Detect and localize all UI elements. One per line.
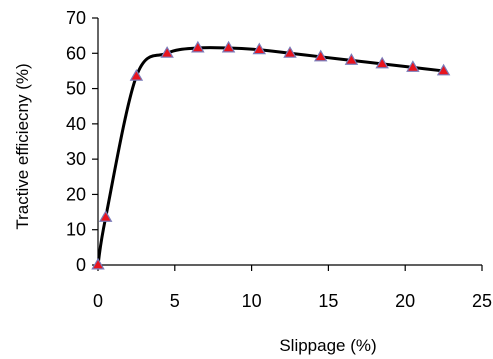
x-axis-title: Slippage (%)	[279, 336, 376, 355]
x-tick-label: 25	[472, 291, 492, 311]
y-tick-label: 20	[66, 184, 86, 204]
data-point-marker	[283, 46, 297, 58]
data-point-marker	[436, 63, 451, 76]
data-point-marker	[91, 257, 105, 270]
y-tick-label: 60	[66, 43, 86, 63]
data-markers	[91, 40, 451, 270]
x-tick-label: 20	[395, 291, 415, 311]
data-point-marker	[313, 49, 328, 62]
data-point-marker	[160, 46, 174, 58]
data-point-marker	[98, 210, 113, 222]
efficiency-curve	[96, 46, 444, 266]
data-point-marker	[129, 69, 144, 81]
x-tick-label: 0	[93, 291, 103, 311]
data-point-marker	[252, 42, 267, 55]
data-point-marker	[375, 56, 389, 69]
data-point-marker	[191, 40, 205, 53]
data-point-marker	[344, 53, 359, 65]
y-tick-label: 10	[66, 220, 86, 240]
y-axis-ticks: 0 10 20 30 40 50 60 70	[66, 8, 98, 275]
y-tick-label: 30	[66, 149, 86, 169]
data-point-marker	[406, 60, 420, 72]
axes	[97, 18, 482, 266]
data-point-marker	[221, 40, 236, 53]
x-axis-ticks: 0 5 10 15 20 25	[93, 265, 492, 311]
x-tick-label: 10	[242, 291, 262, 311]
y-tick-label: 40	[66, 114, 86, 134]
y-tick-label: 50	[66, 79, 86, 99]
x-tick-label: 5	[170, 291, 180, 311]
y-tick-label: 70	[66, 8, 86, 28]
y-axis-title: Tractive efficiecny (%)	[13, 63, 32, 229]
x-tick-label: 15	[318, 291, 338, 311]
y-tick-label: 0	[76, 255, 86, 275]
